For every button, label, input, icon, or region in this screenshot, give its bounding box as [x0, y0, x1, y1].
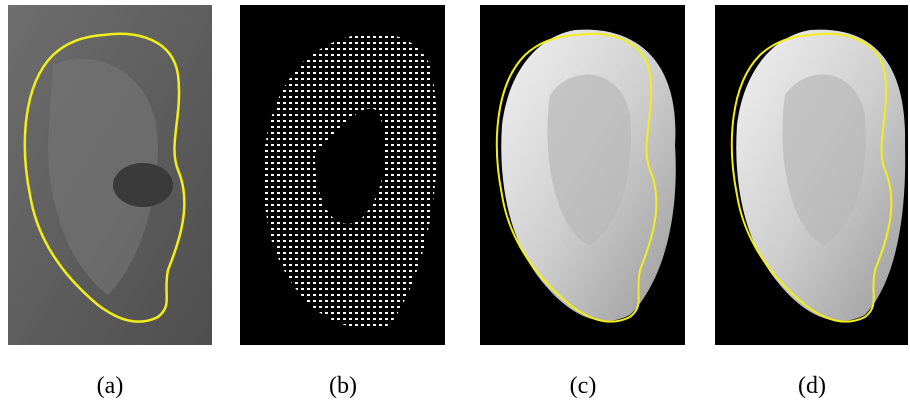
panel-d [715, 5, 908, 345]
caption: (d) [798, 373, 826, 399]
figure: (a) (b) (c) (d) [0, 0, 910, 409]
caption: (b) [329, 373, 357, 399]
panel-c [480, 5, 685, 345]
caption: (c) [570, 373, 597, 399]
caption: (a) [97, 373, 124, 399]
panel-a [8, 5, 212, 345]
panel-b [240, 5, 445, 345]
